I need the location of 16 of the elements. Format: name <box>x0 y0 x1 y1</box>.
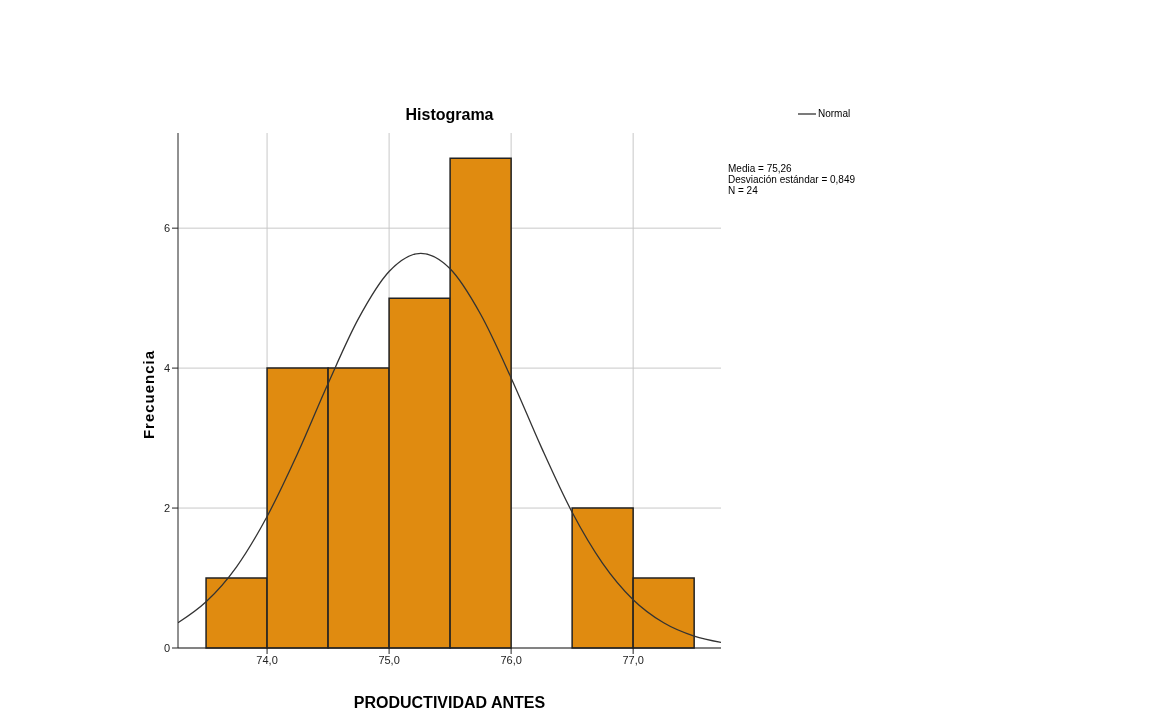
legend-label: Normal <box>818 108 851 119</box>
x-axis-title: PRODUCTIVIDAD ANTES <box>352 694 547 712</box>
x-tick-label: 74,0 <box>256 653 278 666</box>
text: Media = 75,26 <box>728 163 793 174</box>
line-series <box>178 252 721 644</box>
x-tick-label: 75,0 <box>378 653 400 666</box>
chart-title: Histograma <box>404 106 495 124</box>
x-tick-label: 77,0 <box>622 653 644 666</box>
y-tick-label: 0 <box>163 641 170 654</box>
x-tick-label: 76,0 <box>500 653 522 666</box>
y-tick-label: 4 <box>163 362 170 375</box>
y-axis-title: Frecuencia <box>139 348 157 442</box>
text: N = 24 <box>728 185 759 196</box>
y-tick-label: 2 <box>163 501 170 514</box>
text: Desviación estándar = 0,849 <box>728 174 856 185</box>
y-tick-label: 6 <box>163 222 170 235</box>
